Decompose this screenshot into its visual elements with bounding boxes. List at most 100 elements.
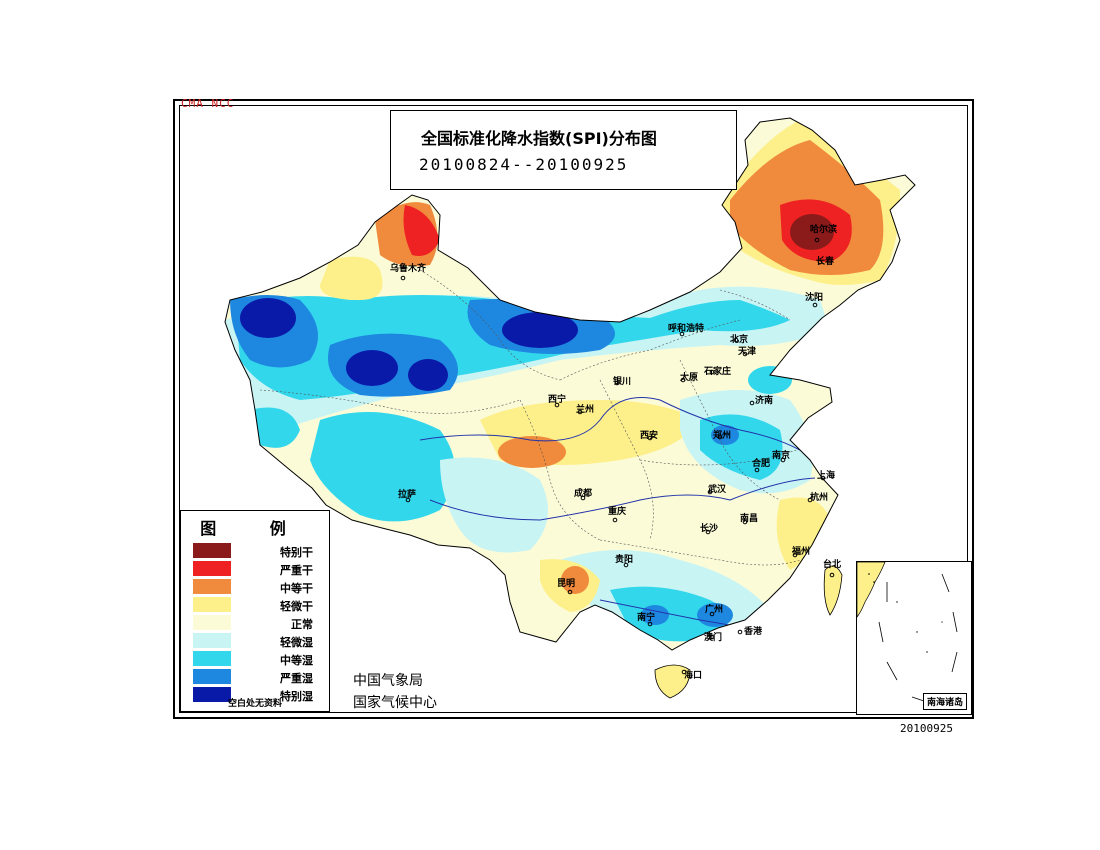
legend-label: 轻微湿 — [280, 636, 313, 649]
city-xining: 西宁 — [548, 393, 566, 405]
city-taiyuan: 太原 — [679, 371, 698, 383]
city-dot — [709, 369, 715, 375]
city-aomen: 澳门 — [704, 631, 722, 643]
legend-swatch — [193, 543, 231, 558]
legend-item: 严重干 — [193, 561, 323, 577]
city-hefei: 合肥 — [752, 457, 770, 469]
city-nanchang: 南昌 — [740, 512, 758, 524]
city-dot — [792, 552, 798, 558]
legend-item: 轻微干 — [193, 597, 323, 613]
legend-swatch — [193, 687, 231, 702]
spi-light-dry-southeast — [776, 497, 830, 570]
city-fuzhou: 福州 — [791, 545, 810, 557]
inset-boundary — [878, 573, 958, 703]
legend-label: 中等湿 — [280, 654, 313, 667]
city-xian: 西安 — [640, 429, 658, 441]
city-shanghai: 上海 — [817, 469, 835, 481]
south-china-sea-inset: 南海诸岛 — [856, 561, 972, 715]
city-dot — [814, 237, 820, 243]
spi-severe-wet-zhengzhou — [711, 425, 739, 445]
spi-extreme-dry-harbin — [790, 214, 834, 250]
city-tianjin: 天津 — [738, 345, 756, 357]
city-chengdu: 成都 — [574, 487, 592, 499]
spi-extreme-wet-1 — [240, 298, 296, 338]
legend-swatch — [193, 579, 231, 594]
city-dot — [705, 529, 711, 535]
city-wulumuqi: 乌鲁木齐 — [390, 262, 427, 274]
legend-label: 严重干 — [280, 564, 313, 577]
agency-center: 国家气候中心 — [353, 695, 437, 711]
city-dot — [709, 634, 715, 640]
city-changsha: 长沙 — [700, 522, 718, 534]
city-kunming: 昆明 — [557, 578, 575, 589]
legend-item: 严重湿 — [193, 669, 323, 685]
city-changchun: 长春 — [816, 255, 835, 267]
spi-moderate-dry-kunming — [561, 566, 589, 594]
city-dot — [614, 380, 620, 386]
city-dot — [580, 495, 586, 501]
city-hangzhou: 杭州 — [810, 491, 828, 503]
inset-map — [856, 561, 958, 703]
city-shijiazhuang: 石家庄 — [703, 365, 731, 377]
city-lasa: 拉萨 — [398, 488, 416, 500]
spi-moderate-wet-tibet — [310, 412, 455, 522]
spi-severe-dry-xinjiang — [403, 205, 440, 256]
date-code: 20100925 — [900, 722, 953, 735]
spi-light-wet-sichuan — [440, 457, 548, 553]
org-label: CMA NCC — [181, 97, 235, 110]
city-dot — [749, 400, 755, 406]
city-labels: 乌鲁木齐 哈尔滨 长春 沈阳 呼和浩特 北京 天津 石家庄 太原 银川 西宁 兰… — [390, 223, 841, 681]
city-dot — [717, 434, 723, 440]
legend-label: 轻微干 — [280, 600, 313, 613]
legend-label: 严重湿 — [280, 672, 313, 685]
city-dot — [679, 331, 685, 337]
map-period: 20100824--20100925 — [419, 155, 629, 174]
city-dot — [400, 275, 406, 281]
city-chongqing: 重庆 — [608, 505, 626, 517]
spi-extreme-wet-2 — [346, 350, 398, 386]
city-dot — [577, 409, 583, 415]
map-title: 全国标准化降水指数(SPI)分布图 — [421, 129, 657, 148]
title-box: 全国标准化降水指数(SPI)分布图 20100824--20100925 — [390, 110, 737, 190]
city-lanzhou: 兰州 — [576, 403, 594, 415]
city-dot — [681, 669, 687, 675]
city-shenyang: 沈阳 — [805, 291, 823, 303]
legend-item: 中等干 — [193, 579, 323, 595]
spi-moderate-wet-southwest — [250, 407, 300, 448]
city-dot — [820, 475, 826, 481]
city-haikou: 海口 — [684, 669, 702, 681]
city-dot — [554, 402, 560, 408]
legend: 图 例 特别干 严重干 中等干 轻微干 正常 轻微湿 中等湿 严重湿 特别湿 空… — [180, 510, 330, 712]
city-dot — [780, 457, 786, 463]
city-dot — [647, 621, 653, 627]
legend-swatch — [193, 561, 231, 576]
legend-item: 特别湿 — [193, 687, 323, 703]
inset-label: 南海诸岛 — [922, 693, 967, 710]
city-xianggang: 香港 — [743, 625, 763, 637]
legend-label: 正常 — [291, 618, 313, 631]
legend-item: 特别干 — [193, 543, 323, 559]
city-huhehaote: 呼和浩特 — [668, 322, 704, 334]
legend-item: 轻微湿 — [193, 633, 323, 649]
city-dot — [754, 467, 760, 473]
city-dot — [742, 351, 748, 357]
spi-fields — [225, 120, 900, 642]
city-dot — [612, 517, 618, 523]
legend-swatch — [193, 633, 231, 648]
city-zhengzhou: 郑州 — [713, 429, 731, 441]
city-dot — [707, 489, 713, 495]
inset-islands — [868, 573, 943, 653]
city-dot — [405, 497, 411, 503]
city-taibei: 台北 — [823, 558, 841, 570]
legend-swatch — [193, 597, 231, 612]
hainan-island — [654, 664, 691, 699]
city-guangzhou: 广州 — [705, 603, 723, 615]
map-inner-frame — [179, 105, 968, 713]
legend-item: 正常 — [193, 615, 323, 631]
city-haerbin: 哈尔滨 — [810, 223, 837, 235]
city-yinchuan: 银川 — [613, 375, 631, 387]
city-dot — [567, 589, 573, 595]
city-dot — [733, 337, 739, 343]
city-wuhan: 武汉 — [708, 483, 727, 495]
